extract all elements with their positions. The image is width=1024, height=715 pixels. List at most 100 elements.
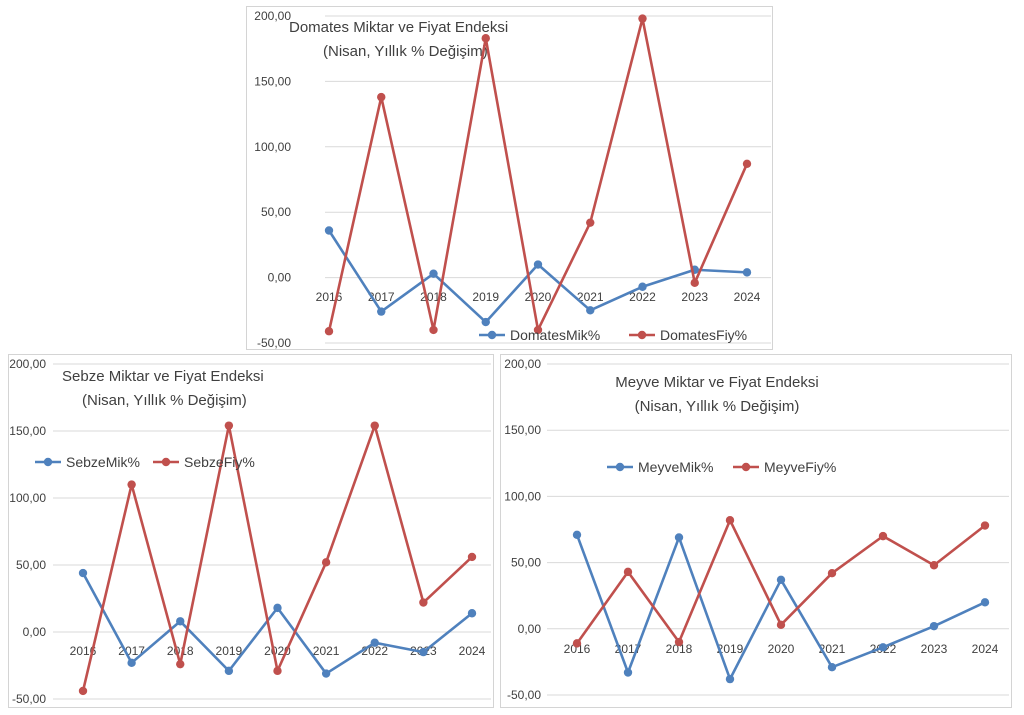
data-point: [78, 568, 88, 578]
y-tick-label: -50,00: [507, 688, 541, 702]
legend-label: SebzeMik%: [66, 454, 140, 470]
data-point: [127, 658, 136, 668]
x-tick-label: 2021: [577, 290, 604, 304]
legend-label: MeyveFiy%: [764, 459, 836, 475]
x-tick-label: 2019: [216, 644, 243, 658]
data-point: [467, 552, 477, 562]
data-point: [321, 558, 331, 567]
data-point: [370, 421, 379, 430]
x-tick-label: 2021: [313, 644, 340, 658]
y-tick-label: 200,00: [9, 357, 46, 371]
y-tick-label: 150,00: [9, 424, 46, 438]
series-line-2: [327, 17, 749, 332]
chart-sebze: -50,00 0,00 50,00 100,00 150,00 200,00 2016 201…: [9, 357, 491, 706]
x-tick-label: 2020: [525, 290, 552, 304]
data-point: [878, 531, 888, 541]
chart-panel-sebze: -50,00 0,00 50,00 100,00 150,00 200,00 2016 201…: [8, 354, 494, 708]
y-tick-label: 150,00: [254, 74, 291, 88]
data-point: [321, 669, 331, 678]
x-tick-label: 2018: [167, 644, 194, 658]
data-point: [533, 260, 543, 269]
data-point: [929, 621, 939, 631]
chart-meyve: -50,00 0,00 50,00 100,00 150,00 200,00 2016 201…: [504, 357, 1009, 702]
data-point: [572, 530, 582, 539]
data-point: [324, 327, 334, 336]
legend-marker: [741, 462, 751, 472]
legend-marker: [43, 457, 53, 467]
y-tick-label: 50,00: [261, 205, 291, 219]
y-tick-label: 100,00: [504, 489, 541, 503]
data-point: [980, 598, 990, 607]
data-point: [623, 668, 633, 677]
series-line-1: [81, 572, 473, 675]
data-point: [377, 307, 386, 316]
y-tick-label: 0,00: [268, 271, 292, 285]
x-tick-label: 2019: [717, 642, 744, 656]
data-point: [127, 480, 136, 489]
chart-subtitle: (Nisan, Yıllık % Değişim): [82, 392, 247, 409]
data-point: [176, 617, 185, 626]
data-point: [929, 561, 939, 570]
x-tick-label: 2020: [768, 642, 795, 656]
data-point: [78, 686, 88, 696]
data-point: [776, 620, 786, 630]
y-tick-label: 100,00: [254, 140, 291, 154]
y-tick-label: 150,00: [504, 423, 541, 437]
data-point: [725, 516, 735, 525]
data-point: [742, 159, 752, 169]
series-line-1: [327, 229, 748, 324]
x-tick-label: 2019: [472, 290, 499, 304]
data-point: [980, 521, 990, 530]
data-point: [324, 226, 334, 235]
data-point: [827, 662, 837, 672]
data-point: [273, 603, 282, 613]
data-point: [176, 659, 185, 669]
data-point: [878, 643, 888, 652]
legend-label: SebzeFiy%: [184, 454, 255, 470]
x-tick-label: 2018: [666, 642, 693, 656]
data-point: [481, 317, 490, 327]
y-tick-label: 0,00: [23, 625, 47, 639]
data-point: [419, 647, 428, 657]
data-point: [742, 268, 752, 277]
x-tick-label: 2021: [819, 642, 846, 656]
x-tick-label: 2024: [972, 642, 999, 656]
data-point: [377, 92, 386, 102]
data-point: [467, 609, 477, 618]
data-point: [224, 421, 234, 430]
data-point: [370, 638, 379, 647]
chart-panel-domates: -50,00 0,00 50,00 100,00 150,00 200,00 2016 201…: [246, 6, 773, 350]
legend-marker: [487, 330, 497, 340]
legend-marker: [637, 330, 647, 340]
y-tick-label: 0,00: [518, 622, 542, 636]
legend-marker: [615, 462, 625, 472]
data-point: [429, 269, 438, 278]
data-point: [273, 666, 282, 676]
series-line-1: [575, 534, 986, 681]
data-point: [429, 325, 438, 335]
x-tick-label: 2022: [629, 290, 656, 304]
data-point: [690, 278, 699, 288]
chart-title: Domates Miktar ve Fiyat Endeksi: [289, 19, 508, 36]
chart-panel-meyve: -50,00 0,00 50,00 100,00 150,00 200,00 2016 201…: [500, 354, 1012, 708]
chart-subtitle: (Nisan, Yıllık % Değişim): [323, 43, 488, 60]
data-point: [725, 674, 735, 684]
legend-label: MeyveMik%: [638, 459, 713, 475]
x-tick-label: 2023: [921, 642, 948, 656]
y-tick-label: 200,00: [254, 9, 291, 23]
data-point: [776, 575, 786, 585]
data-point: [586, 218, 595, 227]
x-tick-label: 2017: [118, 644, 145, 658]
data-point: [674, 533, 684, 542]
y-tick-label: -50,00: [257, 336, 291, 350]
chart-title: Sebze Miktar ve Fiyat Endeksi: [62, 368, 264, 385]
data-point: [586, 306, 595, 315]
data-point: [572, 639, 582, 648]
x-tick-label: 2023: [681, 290, 708, 304]
data-point: [481, 34, 490, 43]
y-tick-label: 200,00: [504, 357, 541, 371]
x-tick-label: 2024: [459, 644, 486, 658]
x-tick-label: 2016: [564, 642, 591, 656]
legend-label: DomatesFiy%: [660, 327, 747, 343]
data-point: [419, 598, 428, 607]
